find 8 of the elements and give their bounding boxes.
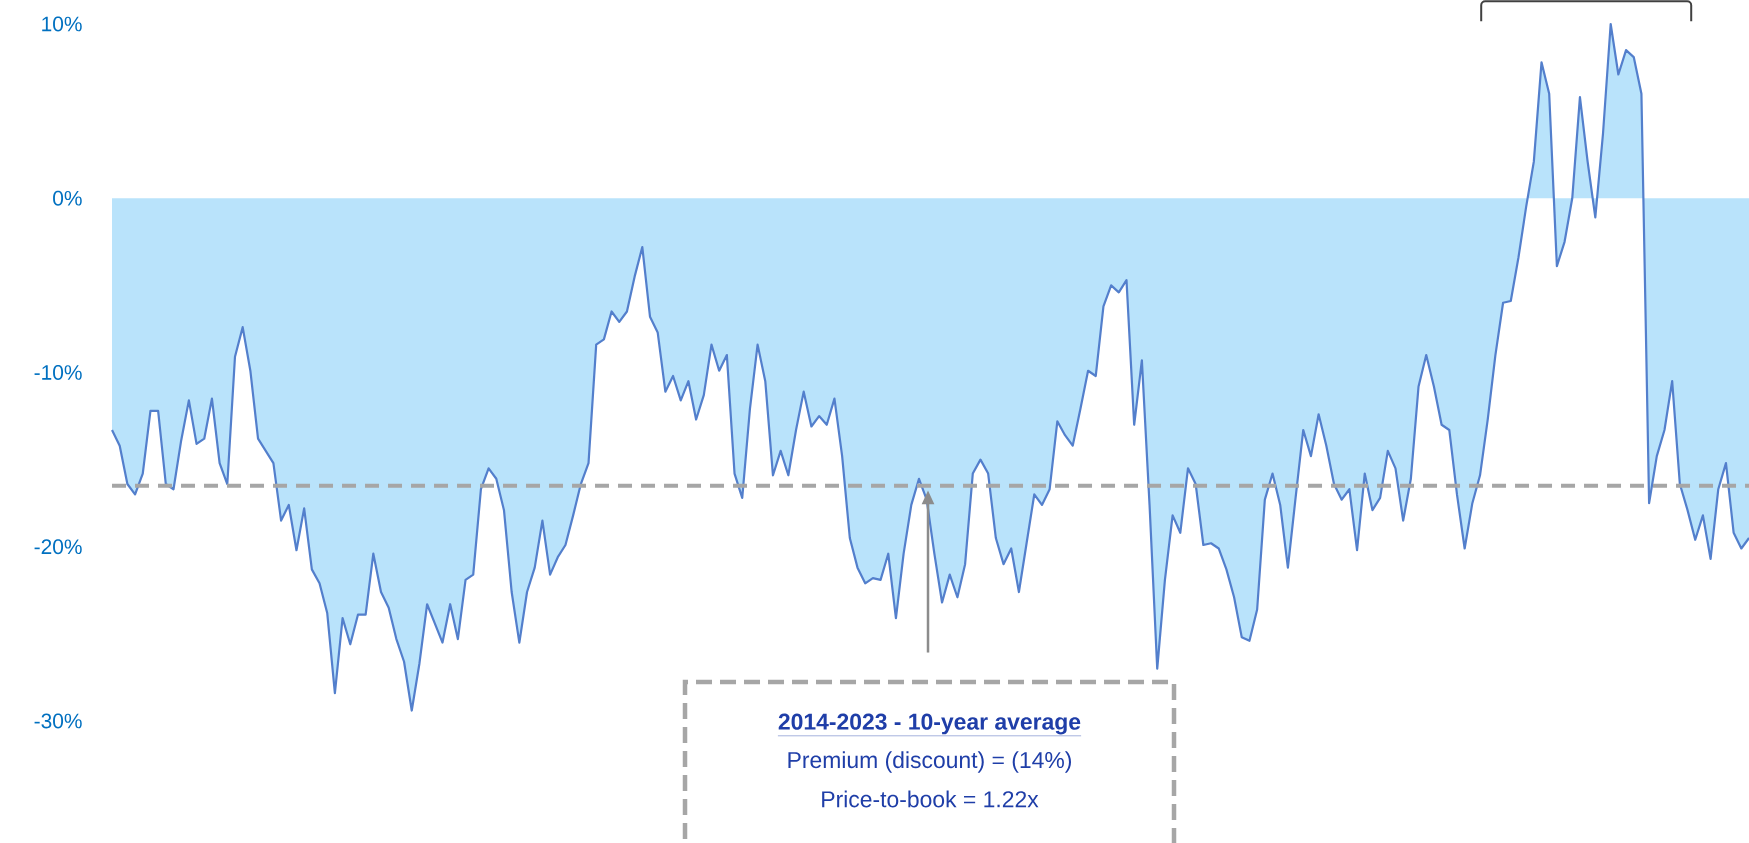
y-tick-label: -10% [34, 365, 82, 380]
annotation: 2014-2023 - 10-year average [778, 713, 1081, 735]
y-tick-label: 10% [42, 16, 82, 32]
y-tick-label: -20% [34, 539, 82, 555]
y-tick-label: 0% [53, 190, 82, 206]
y-tick-label: -30% [34, 713, 82, 729]
text: Premium (discount) = (14%) [788, 751, 1071, 773]
text: Price-to-book = 1.22x [822, 790, 1039, 808]
